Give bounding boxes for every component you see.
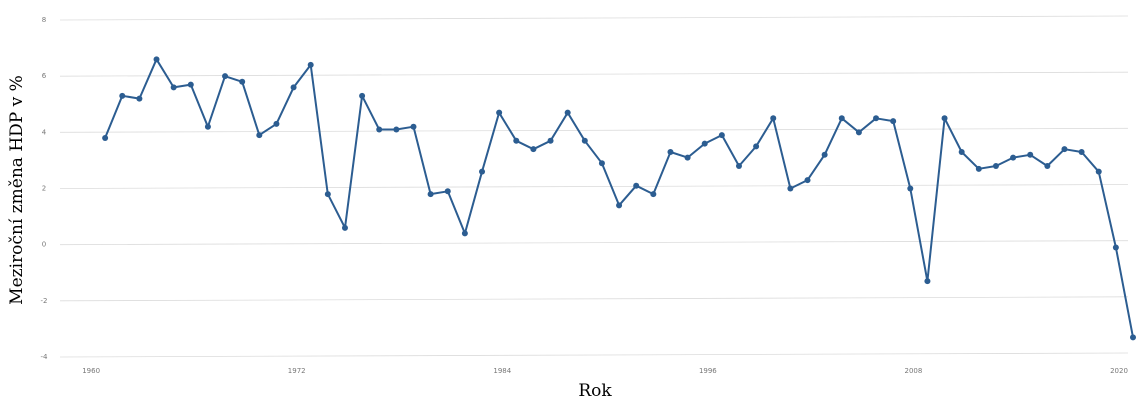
data-point — [1078, 148, 1085, 155]
data-point — [907, 185, 914, 192]
y-tick-label: -2 — [41, 297, 48, 305]
data-point — [290, 84, 297, 91]
data-point — [410, 123, 417, 130]
data-point — [564, 109, 571, 116]
data-point — [444, 188, 451, 195]
data-point — [427, 191, 434, 198]
data-point — [170, 84, 177, 91]
data-point — [341, 224, 348, 231]
data-point — [239, 78, 246, 85]
y-tick-label: -4 — [41, 353, 49, 361]
data-point — [1027, 151, 1034, 158]
data-point — [359, 92, 366, 99]
data-point — [1044, 163, 1051, 170]
data-point — [1130, 334, 1136, 341]
data-point — [667, 148, 674, 155]
data-point — [461, 230, 468, 237]
data-point — [547, 137, 554, 144]
data-point — [616, 202, 623, 209]
data-point — [633, 182, 640, 189]
data-point — [1112, 244, 1119, 251]
gridline — [59, 15, 1129, 21]
x-tick-label: 1960 — [82, 367, 100, 375]
data-point — [992, 163, 999, 170]
data-point — [838, 115, 845, 122]
x-tick-labels: 1960 1972 1984 1996 2008 2020 — [82, 367, 1128, 375]
data-point — [102, 134, 109, 141]
data-point — [701, 140, 708, 147]
data-point — [735, 163, 742, 170]
data-point — [204, 123, 211, 130]
gridline — [59, 296, 1129, 302]
data-point — [187, 81, 194, 88]
gridline — [59, 127, 1129, 133]
data-point — [513, 137, 520, 144]
y-tick-label: 6 — [42, 72, 47, 80]
y-tick-label: 4 — [42, 128, 47, 136]
data-point — [804, 177, 811, 184]
series-line — [104, 58, 1134, 338]
data-point — [376, 126, 383, 133]
x-tick-label: 2008 — [905, 367, 923, 375]
data-point — [256, 132, 263, 139]
data-point — [1010, 154, 1017, 161]
data-point — [855, 129, 862, 136]
data-points — [102, 56, 1136, 341]
data-point — [496, 109, 503, 116]
data-point — [324, 191, 331, 198]
data-point — [530, 146, 537, 153]
data-point — [119, 92, 126, 99]
gridline — [59, 352, 1129, 358]
data-point — [873, 115, 880, 122]
data-point — [307, 61, 314, 68]
data-point — [941, 115, 948, 122]
data-point — [958, 148, 965, 155]
data-point — [222, 73, 229, 80]
data-point — [153, 56, 160, 63]
data-point — [924, 278, 931, 285]
y-tick-label: 8 — [42, 16, 46, 24]
data-point — [684, 154, 691, 161]
y-tick-label: 2 — [42, 185, 46, 193]
data-point — [753, 143, 760, 150]
data-point — [1095, 168, 1102, 175]
x-tick-label: 1972 — [288, 367, 306, 375]
data-point — [787, 185, 794, 192]
data-point — [581, 137, 588, 144]
data-point — [975, 165, 982, 172]
x-tick-label: 1984 — [493, 367, 511, 375]
x-tick-label: 1996 — [699, 367, 717, 375]
gridlines — [59, 15, 1129, 358]
gridline — [59, 71, 1129, 77]
y-tick-label: 0 — [42, 241, 46, 249]
x-axis-title: Rok — [578, 381, 612, 401]
data-point — [273, 120, 280, 127]
gridline — [59, 240, 1129, 246]
y-tick-labels: -4 -2 0 2 4 6 8 — [41, 16, 49, 361]
data-point — [650, 191, 657, 198]
data-point — [479, 168, 486, 175]
data-point — [770, 115, 777, 122]
data-point — [598, 160, 605, 167]
y-axis-title: Meziroční změna HDP v % — [7, 75, 27, 305]
data-point — [393, 126, 400, 133]
gridline — [59, 184, 1129, 189]
data-point — [136, 95, 143, 102]
data-point — [1061, 146, 1068, 153]
x-tick-label: 2020 — [1110, 367, 1128, 375]
data-point — [890, 118, 897, 125]
data-point — [718, 132, 725, 139]
data-point — [821, 151, 828, 158]
